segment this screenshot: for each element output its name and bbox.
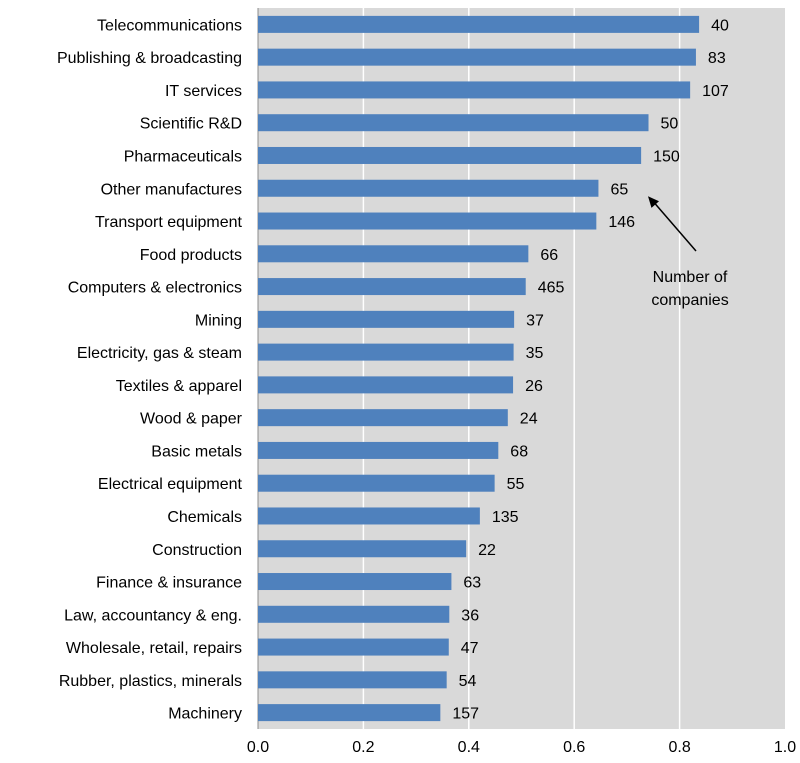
category-label: Transport equipment [95,214,243,231]
category-label: Other manufactures [101,181,242,198]
bar [258,605,450,623]
bars [258,15,700,722]
data-label: 157 [452,706,479,723]
bar [258,409,508,427]
bar [258,48,696,66]
category-label: Telecommunications [97,17,242,34]
bar [258,146,642,164]
category-label: Wood & paper [140,411,243,428]
bar [258,507,480,525]
x-tick-label: 0.4 [458,739,480,756]
bar [258,573,452,591]
data-label: 36 [461,607,479,624]
bar [258,474,495,492]
data-label: 24 [520,411,538,428]
bar [258,343,514,361]
bar [258,671,447,689]
annotation-arrow-head-icon [648,196,660,208]
category-label: Construction [152,542,242,559]
category-label: Food products [140,247,242,264]
category-label: Computers & electronics [68,280,242,297]
data-label: 150 [653,148,680,165]
data-label: 65 [610,181,628,198]
data-label: 146 [608,214,635,231]
data-label: 22 [478,542,496,559]
category-label: Basic metals [151,443,242,460]
x-axis-tick-labels: 0.0 0.2 0.4 0.6 0.8 1.0 [247,739,796,756]
data-label: 68 [510,443,528,460]
data-label: 37 [526,312,544,329]
category-label: Machinery [168,706,242,723]
annotation-text-line-2: companies [651,292,728,309]
x-tick-label: 0.0 [247,739,269,756]
data-label: 63 [463,575,481,592]
bar [258,212,597,230]
category-label: Chemicals [167,509,242,526]
bar [258,81,691,99]
bar [258,540,467,558]
category-label: Textiles & apparel [116,378,242,395]
data-labels: 40 83 107 50 150 65 146 66 465 37 35 26 24 68 55 135 22 6… [452,17,729,722]
category-label: Electrical equipment [98,476,243,493]
category-label: Wholesale, retail, repairs [66,640,242,657]
data-label: 35 [526,345,544,362]
bar [258,310,515,328]
bar [258,441,499,459]
bar [258,179,599,197]
x-tick-label: 0.2 [352,739,374,756]
annotation: Number of companies [648,196,729,309]
bar [258,638,449,656]
category-label: Rubber, plastics, minerals [59,673,242,690]
category-labels: Telecommunications Publishing & broadcast… [57,17,243,722]
category-label: Finance & insurance [96,575,242,592]
data-label: 83 [708,50,726,67]
data-label: 135 [492,509,519,526]
data-label: 40 [711,17,729,34]
data-label: 26 [525,378,543,395]
data-label: 107 [702,83,729,100]
annotation-text-line-1: Number of [653,269,728,286]
annotation-arrow-line [652,200,697,252]
category-label: Pharmaceuticals [124,148,242,165]
category-label: Scientific R&D [140,116,242,133]
data-label: 55 [507,476,525,493]
data-label: 50 [661,116,679,133]
bar [258,278,526,296]
bar [258,704,441,722]
category-label: Law, accountancy & eng. [64,607,242,624]
bar [258,114,649,132]
x-tick-label: 1.0 [774,739,796,756]
data-label: 54 [459,673,477,690]
category-label: IT services [165,83,242,100]
bar [258,376,514,394]
data-label: 66 [540,247,558,264]
data-label: 47 [461,640,479,657]
category-label: Publishing & broadcasting [57,50,242,67]
x-tick-label: 0.8 [668,739,690,756]
category-label: Electricity, gas & steam [77,345,242,362]
category-label: Mining [195,312,242,329]
x-tick-label: 0.6 [563,739,585,756]
bar [258,15,700,33]
data-label: 465 [538,280,565,297]
bar [258,245,529,263]
